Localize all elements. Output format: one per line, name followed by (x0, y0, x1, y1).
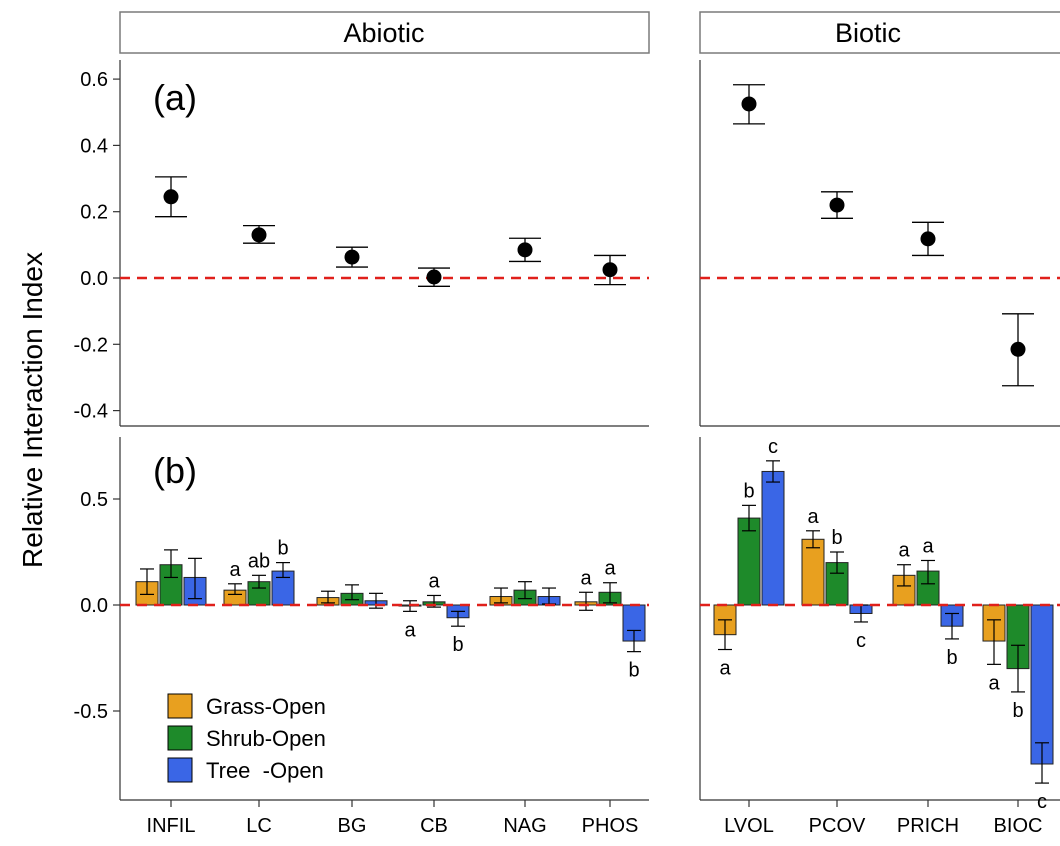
bar-group-prich: a a b (892, 535, 964, 669)
data-point-nag (517, 242, 533, 258)
bar-group-pcov: ab c (801, 506, 873, 652)
y-tick-label-a: 0.0 (80, 268, 108, 290)
x-tick-label-pcov: PCOV (809, 815, 866, 837)
legend-label-shrub-open: Shrub-Open (206, 726, 326, 751)
strip-abiotic: Abiotic (119, 11, 650, 54)
significance-label: b (743, 480, 754, 502)
y-tick-label-a: -0.2 (74, 334, 108, 356)
data-point-prich (920, 231, 936, 247)
point-group-phos (594, 254, 626, 286)
significance-label: c (768, 436, 778, 458)
legend-label-grass-open: Grass-Open (206, 694, 326, 719)
bar-group-lvol: a bc (713, 436, 785, 680)
significance-label: a (988, 672, 1000, 694)
y-tick-label-b: -0.5 (74, 701, 108, 723)
data-point-cb (426, 269, 442, 285)
bar-pcov-grass-open (801, 538, 825, 606)
significance-label: a (580, 567, 592, 589)
point-group-cb (418, 267, 450, 287)
x-axis: INFIL LC BG CB NAG PHOS LVOL PCOV PRICH BIOC (147, 800, 1043, 837)
panel-label-a: (a) (153, 77, 197, 118)
significance-label: ab (248, 550, 270, 572)
significance-label: a (604, 558, 616, 580)
significance-label: b (831, 527, 842, 549)
point-group-infil (155, 176, 187, 218)
point-group-bioc (1002, 313, 1034, 387)
x-tick-label-phos: PHOS (582, 815, 639, 837)
bar-group-bioc: ab c (982, 604, 1054, 813)
bar-group-cb: a a b (398, 570, 470, 656)
data-point-lc (251, 227, 267, 243)
x-tick-label-infil: INFIL (147, 815, 196, 837)
bar-group-lc: a abb (223, 538, 295, 606)
data-point-infil (163, 189, 179, 205)
data-point-phos (602, 262, 618, 278)
bar-group-infil (135, 549, 207, 606)
significance-label: c (1037, 791, 1047, 813)
point-group-pcov (821, 191, 853, 219)
y-tick-label-a: 0.4 (80, 135, 108, 157)
legend-swatch-grass-open (167, 693, 193, 719)
bar-lvol-tree-open (761, 470, 785, 606)
point-group-lvol (733, 84, 765, 125)
y-tick-label-a: -0.4 (74, 401, 108, 423)
x-tick-label-lvol: LVOL (724, 815, 774, 837)
point-group-prich (912, 221, 944, 257)
x-tick-label-cb: CB (420, 815, 448, 837)
bar-group-phos: a a b (574, 558, 646, 682)
panel-a-frame (119, 60, 1060, 427)
y-tick-label-a: 0.6 (80, 69, 108, 91)
x-tick-label-bioc: BIOC (994, 815, 1043, 837)
significance-label: a (807, 506, 819, 528)
significance-label: b (277, 538, 288, 560)
strip-biotic-label: Biotic (835, 18, 901, 48)
significance-label: c (856, 630, 866, 652)
data-point-bioc (1010, 341, 1026, 357)
legend-swatch-shrub-open (167, 725, 193, 751)
significance-label: a (898, 540, 910, 562)
significance-label: b (1012, 700, 1023, 722)
point-group-nag (509, 237, 541, 263)
legend-swatch-tree-open (167, 757, 193, 783)
significance-label: a (922, 535, 934, 557)
bar-group-nag (489, 581, 561, 606)
strip-biotic: Biotic (699, 11, 1060, 54)
y-tick-label-b: 0.5 (80, 489, 108, 511)
significance-label: a (404, 619, 416, 641)
x-tick-label-nag: NAG (503, 815, 546, 837)
data-point-lvol (741, 96, 757, 112)
strip-abiotic-label: Abiotic (343, 18, 424, 48)
legend-label-tree-open: Tree -Open (206, 758, 324, 783)
significance-label: a (719, 658, 731, 680)
legend: Grass-Open Shrub-Open Tree -Open (167, 693, 326, 783)
significance-label: b (946, 647, 957, 669)
data-point-pcov (829, 197, 845, 213)
bar-group-bg (316, 584, 388, 609)
x-tick-label-lc: LC (246, 815, 272, 837)
significance-label: a (428, 570, 440, 592)
y-axis-title: Relative Interaction Index (17, 252, 48, 568)
y-tick-label-a: 0.2 (80, 202, 108, 224)
y-tick-label-b: 0.0 (80, 595, 108, 617)
panel-a-plot: 0.6 0.4 0.2 0.0 -0.2 -0.4 (74, 69, 1060, 423)
significance-label: b (628, 660, 639, 682)
panel-label-b: (b) (153, 450, 197, 491)
data-point-bg (344, 249, 360, 265)
significance-label: a (229, 559, 241, 581)
point-group-bg (336, 246, 368, 268)
x-tick-label-bg: BG (338, 815, 367, 837)
panel-b-frame (119, 437, 1060, 801)
bar-bioc-tree-open (1030, 604, 1054, 765)
x-tick-label-prich: PRICH (897, 815, 959, 837)
significance-label: b (452, 634, 463, 656)
point-group-lc (243, 224, 275, 244)
